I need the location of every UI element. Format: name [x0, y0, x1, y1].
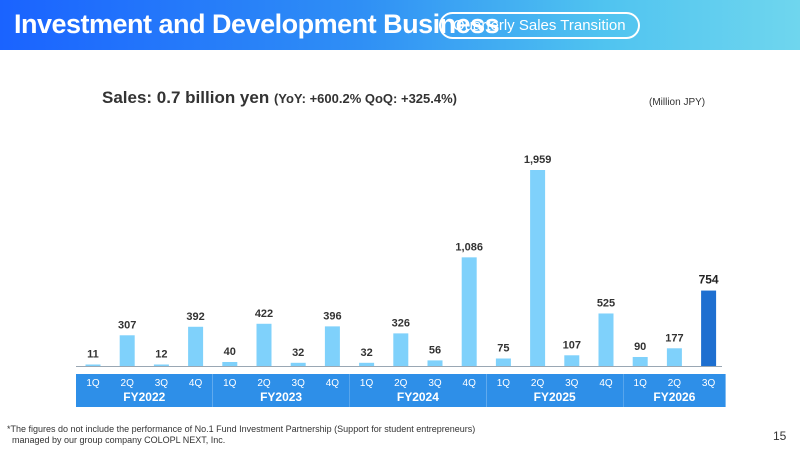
data-label: 525 [597, 297, 615, 309]
bar-fy2024-3q [427, 360, 443, 366]
data-label: 12 [155, 349, 167, 361]
quarter-tick-label: 4Q [326, 378, 340, 389]
bar-fy2022-1q [85, 364, 101, 366]
data-label: 422 [255, 308, 273, 320]
fiscal-year-label: FY2025 [534, 390, 576, 404]
header-banner: Investment and Development Business Quar… [0, 0, 800, 50]
footnote-line-1: *The figures do not include the performa… [7, 424, 476, 434]
data-label: 1,959 [524, 154, 552, 166]
quarter-tick-label: 1Q [360, 378, 374, 389]
bar-fy2024-1q [359, 362, 375, 366]
quarter-tick-label: 2Q [121, 378, 135, 389]
bar-fy2023-3q [290, 362, 306, 366]
bar-fy2025-3q [564, 355, 580, 366]
data-label: 11 [87, 349, 99, 361]
footnote-line-2: managed by our group company COLOPL NEXT… [12, 435, 226, 445]
sales-headline-growth: (YoY: +600.2% QoQ: +325.4%) [273, 91, 457, 106]
bar-fy2025-2q [530, 170, 546, 366]
bar-fy2025-4q [598, 313, 614, 366]
footnote: *The figures do not include the performa… [7, 424, 475, 446]
bar-fy2022-4q [188, 326, 204, 366]
data-label: 392 [186, 311, 204, 323]
quarter-tick-label: 1Q [223, 378, 237, 389]
fiscal-year-box [349, 374, 487, 407]
quarter-tick-label: 1Q [634, 378, 648, 389]
quarter-tick-label: 2Q [668, 378, 682, 389]
bar-fy2024-2q [393, 333, 409, 366]
fiscal-year-box [76, 374, 213, 407]
page-title: Investment and Development Business [14, 9, 500, 39]
quarter-tick-label: 1Q [497, 378, 511, 389]
quarter-tick-label: 2Q [394, 378, 408, 389]
section-pill: Quarterly Sales Transition [439, 12, 640, 39]
data-label: 56 [429, 344, 441, 356]
bar-fy2026-2q [666, 348, 682, 366]
data-label: 32 [360, 347, 372, 359]
data-label: 107 [563, 339, 581, 351]
data-label: 90 [634, 341, 646, 353]
quarter-tick-label: 4Q [599, 378, 613, 389]
quarter-tick-label: 2Q [257, 378, 271, 389]
data-label: 1,086 [455, 241, 483, 253]
data-label: 32 [292, 347, 304, 359]
fiscal-year-box [623, 374, 726, 407]
data-label: 396 [323, 310, 341, 322]
fiscal-year-box [212, 374, 350, 407]
quarter-tick-label: 3Q [155, 378, 169, 389]
data-label: 177 [665, 332, 683, 344]
quarter-tick-label: 4Q [463, 378, 477, 389]
data-label: 307 [118, 319, 136, 331]
quarter-tick-label: 2Q [531, 378, 545, 389]
bar-fy2025-1q [495, 358, 511, 366]
bar-fy2023-2q [256, 323, 272, 366]
bar-fy2023-4q [324, 326, 340, 366]
quarter-tick-label: 3Q [702, 378, 716, 389]
quarter-tick-label: 3Q [428, 378, 442, 389]
bar-fy2022-3q [153, 364, 169, 366]
sales-headline: Sales: 0.7 billion yen (YoY: +600.2% QoQ… [102, 88, 457, 108]
page-number: 15 [773, 429, 787, 443]
quarter-tick-label: 1Q [86, 378, 100, 389]
fiscal-year-label: FY2024 [397, 390, 439, 404]
data-label: 754 [699, 273, 719, 287]
sales-headline-main: Sales: 0.7 billion yen [102, 88, 274, 107]
data-label: 40 [224, 346, 236, 358]
bar-fy2024-4q [461, 257, 477, 366]
bar-fy2026-1q [632, 356, 648, 366]
bar-fy2026-3q [701, 290, 717, 366]
bar-fy2022-2q [119, 335, 135, 366]
quarter-tick-label: 3Q [292, 378, 306, 389]
quarter-tick-label: 3Q [565, 378, 579, 389]
bar-fy2023-1q [222, 361, 238, 366]
fiscal-year-label: FY2022 [123, 390, 165, 404]
data-label: 75 [497, 342, 509, 354]
data-label: 326 [392, 317, 410, 329]
fiscal-year-box [486, 374, 623, 407]
fiscal-year-label: FY2023 [260, 390, 302, 404]
fiscal-year-label: FY2026 [653, 390, 695, 404]
quarter-tick-label: 4Q [189, 378, 203, 389]
unit-label: (Million JPY) [649, 97, 706, 108]
